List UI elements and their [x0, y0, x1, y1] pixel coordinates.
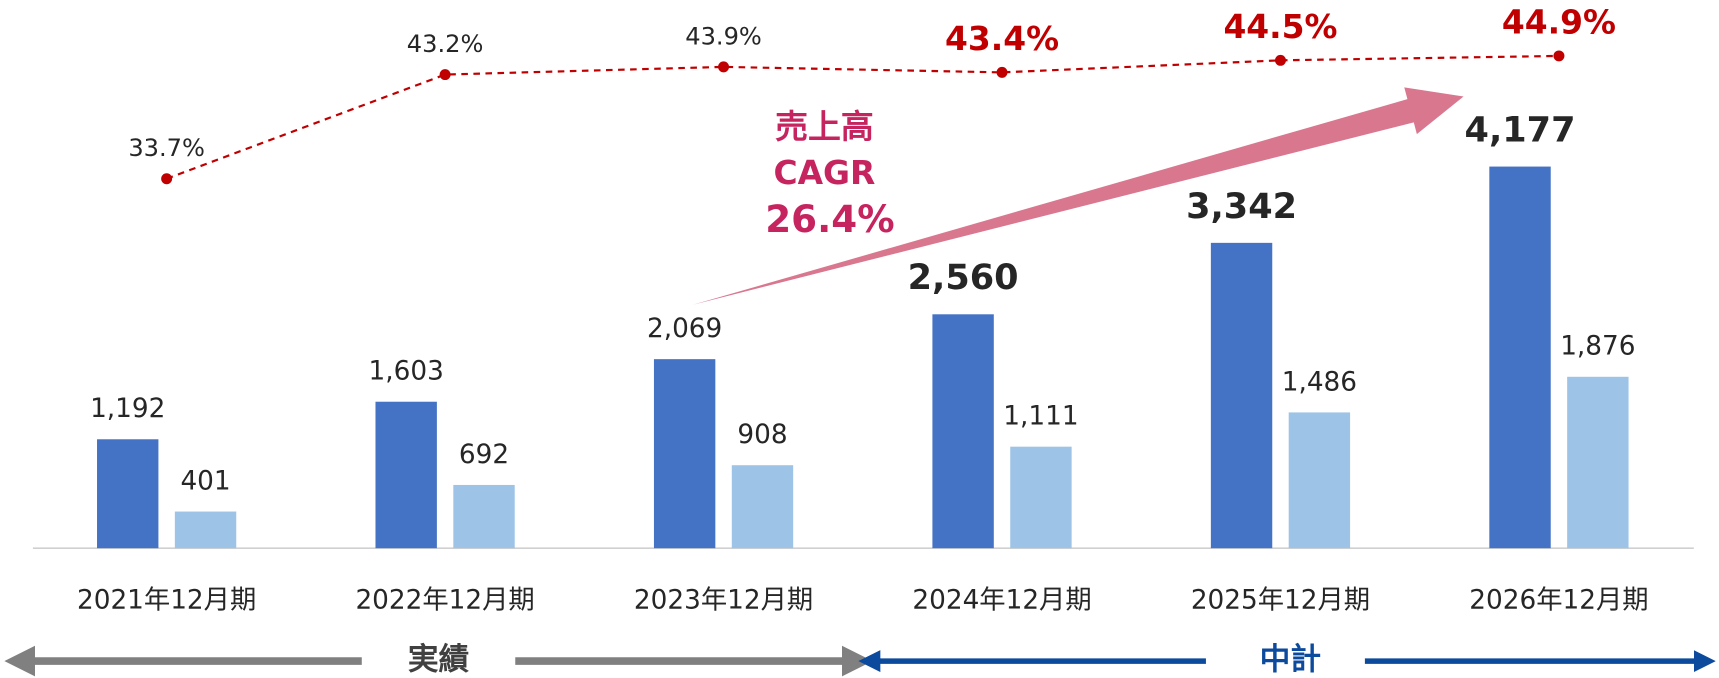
x-tick-label: 2021年12月期	[77, 585, 256, 615]
data-label: 1,603	[369, 357, 444, 387]
bar	[653, 359, 716, 549]
data-label: 3,342	[1186, 186, 1297, 227]
line-point	[161, 173, 173, 185]
period-label: 実績	[408, 643, 470, 678]
bar	[1010, 446, 1072, 549]
bar	[731, 465, 794, 549]
data-label: 2,560	[908, 257, 1019, 298]
line-point	[996, 66, 1008, 78]
data-label: 2,069	[647, 314, 722, 344]
line-point	[1553, 50, 1565, 62]
bar	[1567, 376, 1629, 549]
x-tick-label: 2025年12月期	[1191, 585, 1370, 615]
x-tick-label: 2024年12月期	[912, 585, 1091, 615]
data-label: 44.5%	[1223, 7, 1337, 46]
period-label: 中計	[1260, 642, 1321, 678]
data-label: 4,177	[1465, 109, 1576, 150]
data-label: 43.9%	[685, 22, 762, 50]
bar	[932, 314, 994, 549]
data-label: 401	[180, 466, 230, 496]
line-point	[1274, 54, 1286, 66]
annotation: CAGR	[773, 153, 875, 192]
cagr-arrow	[692, 87, 1464, 305]
data-label: 43.2%	[407, 30, 484, 58]
line-point	[439, 69, 451, 81]
bar	[1288, 412, 1351, 549]
data-label: 908	[737, 420, 787, 450]
bar	[1489, 166, 1551, 549]
data-label: 1,486	[1282, 367, 1357, 397]
bar	[97, 439, 159, 549]
data-label: 44.9%	[1502, 3, 1616, 42]
x-tick-label: 2023年12月期	[634, 585, 813, 615]
line-point	[718, 61, 730, 73]
data-label: 1,876	[1560, 332, 1635, 362]
line	[166, 54, 1559, 180]
annotation: 売上高	[775, 107, 874, 146]
bar	[174, 511, 237, 549]
bar	[375, 401, 437, 549]
data-label: 1,111	[1003, 402, 1078, 432]
x-tick-label: 2026年12月期	[1469, 585, 1648, 615]
data-label: 33.7%	[128, 134, 205, 162]
data-label: 692	[459, 440, 509, 470]
bar	[453, 484, 515, 549]
x-tick-label: 2022年12月期	[355, 585, 534, 615]
bar	[1210, 242, 1273, 549]
data-label: 43.4%	[945, 19, 1059, 58]
data-label: 1,192	[90, 394, 165, 424]
annotation: 26.4%	[765, 197, 894, 241]
